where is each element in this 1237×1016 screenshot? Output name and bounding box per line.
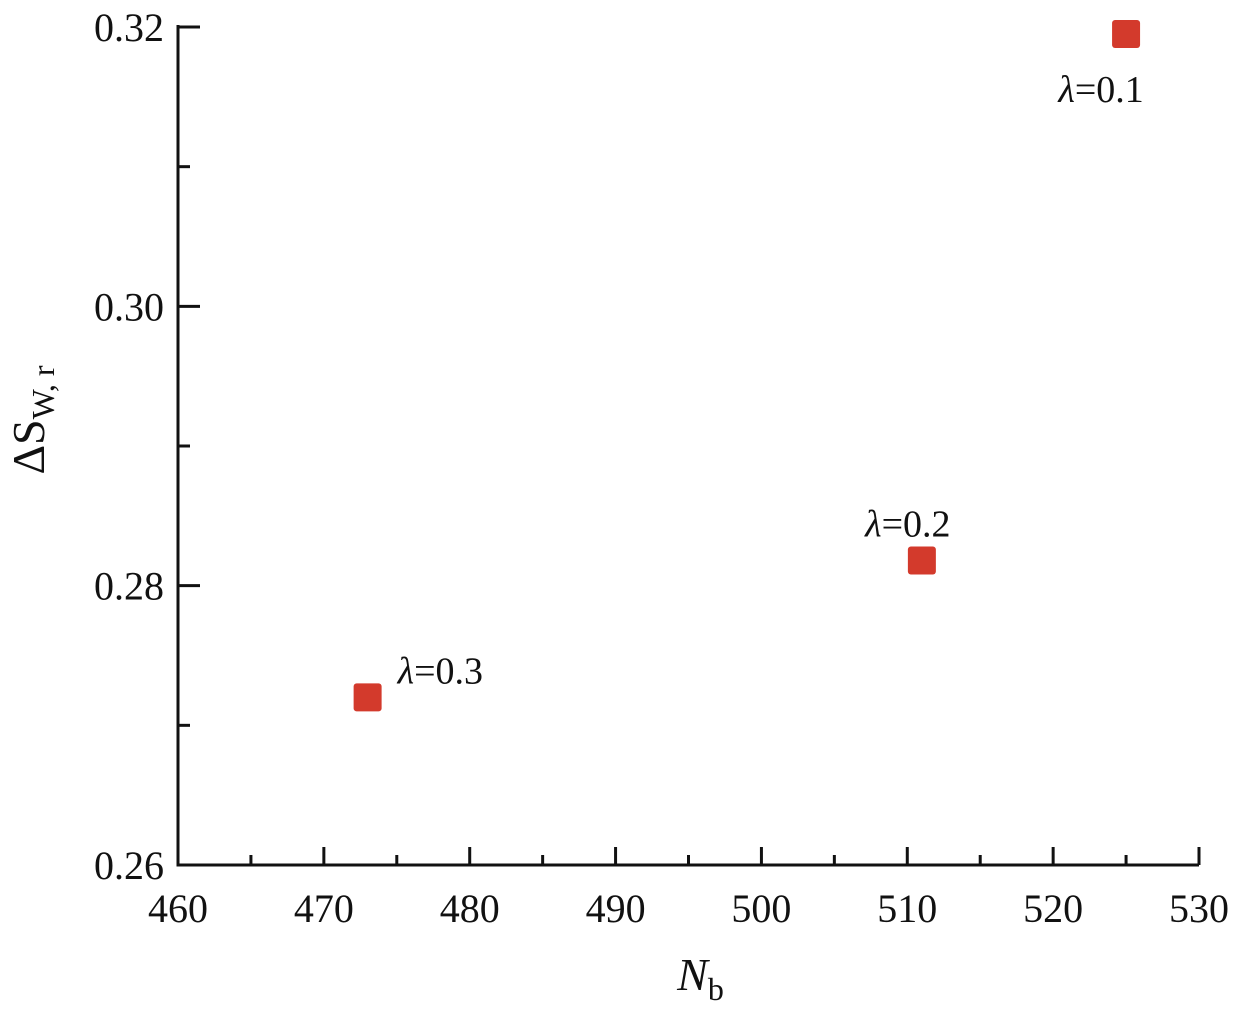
x-tick-label: 530	[1169, 886, 1229, 931]
y-tick-label: 0.32	[94, 5, 164, 50]
x-tick-label: 500	[731, 886, 791, 931]
x-tick-label: 510	[877, 886, 937, 931]
x-axis-label: Nb	[676, 949, 724, 1007]
x-axis-label-sub: b	[708, 971, 724, 1007]
data-point-marker	[1112, 19, 1141, 48]
y-tick-label: 0.26	[94, 843, 164, 888]
y-axis-label-main: ΔS	[3, 419, 54, 474]
axes	[176, 25, 1199, 867]
x-tick-label: 470	[294, 886, 354, 931]
data-point-marker	[907, 546, 936, 575]
data-point-label: λ=0.1	[1057, 69, 1143, 111]
tick-labels: 460 470 480 490 500 510 520 530 0.26 0.28 0.30 0.32	[94, 5, 1229, 931]
y-tick-label: 0.30	[94, 284, 164, 329]
x-tick-label: 480	[440, 886, 500, 931]
y-tick-label: 0.28	[94, 564, 164, 609]
data-point-label: λ=0.2	[864, 504, 950, 546]
x-axis-label-main: N	[676, 949, 710, 1000]
y-axis-label: ΔSW, r	[3, 365, 61, 474]
x-tick-label: 490	[586, 886, 646, 931]
ticks	[176, 25, 1201, 867]
data-points	[353, 19, 1141, 712]
data-point-marker	[353, 683, 382, 712]
x-tick-label: 460	[148, 886, 208, 931]
x-tick-label: 520	[1023, 886, 1083, 931]
y-axis-label-sub: W, r	[25, 365, 61, 419]
point-labels: λ=0.3 λ=0.2 λ=0.1	[397, 69, 1144, 692]
data-point-label: λ=0.3	[397, 650, 483, 692]
